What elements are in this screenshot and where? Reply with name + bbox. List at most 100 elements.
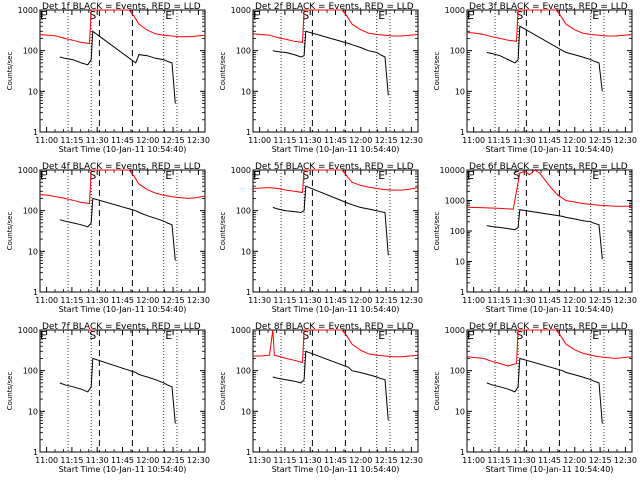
plot-frame	[466, 329, 633, 453]
marker-label: E	[378, 329, 385, 342]
chart-title: Det 6f BLACK = Events, RED = LLD	[469, 162, 628, 172]
series-line-red	[466, 169, 632, 210]
x-tick-label: 12:30	[187, 296, 210, 305]
chart-title: Det 5f BLACK = Events, RED = LLD	[255, 162, 414, 172]
x-tick-label: 11:45	[324, 456, 347, 465]
x-tick-label: 11:15	[60, 456, 83, 465]
x-axis-label: Start Time (10-Jan-11 10:54:40)	[272, 305, 400, 314]
chart-panel-7: Det 7f BLACK = Events, RED = LLD 1 10 100 10…	[6, 322, 210, 474]
x-tick-label: 11:30	[86, 296, 109, 305]
y-tick-label: 10	[241, 247, 251, 256]
series-line-red	[39, 9, 206, 45]
x-tick-label: 12:00	[563, 456, 586, 465]
x-tick-label: 11:30	[299, 136, 322, 145]
x-tick-label: 12:00	[136, 136, 159, 145]
chart-title: Det 7f BLACK = Events, RED = LLD	[42, 322, 201, 332]
x-tick-label: 11:15	[487, 136, 510, 145]
x-tick-label: 12:15	[589, 296, 612, 305]
x-tick-label: 12:15	[375, 296, 398, 305]
x-tick-label: 12:00	[349, 456, 372, 465]
chart-panel-8: Det 8f BLACK = Events, RED = LLD 1 10 100 10…	[219, 322, 423, 474]
x-tick-label: 11:30	[248, 456, 271, 465]
y-tick-label: 1	[460, 448, 465, 457]
series-line-black	[486, 209, 603, 260]
marker-label: E	[165, 9, 172, 22]
y-tick-label: 10	[455, 87, 465, 96]
x-axis-label: Start Time (10-Jan-11 10:54:40)	[59, 465, 187, 474]
y-tick-label: 10	[241, 87, 251, 96]
marker-label: S	[516, 9, 523, 22]
series-line-black	[272, 30, 389, 96]
y-axis-label: Counts/sec	[433, 372, 441, 411]
y-tick-label: 1000	[18, 166, 38, 175]
marker-label: E	[467, 9, 474, 22]
x-tick-label: 11:30	[248, 296, 271, 305]
x-tick-label: 11:15	[273, 456, 296, 465]
marker-label: S	[302, 329, 309, 342]
marker-label: E	[592, 169, 599, 182]
marker-label: S	[302, 169, 309, 182]
x-tick-label: 11:30	[513, 136, 536, 145]
y-tick-label: 1000	[231, 166, 251, 175]
series-line-red	[466, 9, 633, 42]
y-tick-label: 100	[236, 207, 251, 216]
y-tick-label: 1	[33, 288, 38, 297]
y-tick-label: 10	[28, 407, 38, 416]
chart-panel-3: Det 3f BLACK = Events, RED = LLD 1 10 100 10…	[433, 2, 637, 154]
x-tick-label: 12:30	[400, 456, 423, 465]
x-tick-label: 11:45	[111, 456, 134, 465]
y-tick-label: 1	[246, 448, 251, 457]
y-tick-label: 1000	[231, 326, 251, 335]
y-tick-label: 10	[455, 258, 465, 267]
x-tick-label: 12:30	[187, 136, 210, 145]
marker-label: S	[513, 169, 520, 182]
marker-label: S	[89, 169, 96, 182]
chart-title: Det 2f BLACK = Events, RED = LLD	[255, 2, 414, 12]
y-tick-label: 1	[246, 128, 251, 137]
x-tick-label: 12:00	[563, 136, 586, 145]
y-tick-label: 10	[28, 247, 38, 256]
y-tick-label: 1	[460, 288, 465, 297]
marker-label: E	[253, 9, 260, 22]
y-tick-label: 1	[33, 128, 38, 137]
y-axis-label: Counts/sec	[6, 372, 14, 411]
marker-label: E	[378, 169, 385, 182]
chart-title: Det 4f BLACK = Events, RED = LLD	[42, 162, 201, 172]
y-tick-label: 100	[23, 367, 38, 376]
x-tick-label: 12:00	[349, 296, 372, 305]
y-tick-label: 100	[23, 207, 38, 216]
x-tick-label: 12:30	[400, 136, 423, 145]
x-tick-label: 11:15	[487, 296, 510, 305]
y-axis-label: Counts/sec	[433, 52, 441, 91]
x-tick-label: 11:00	[35, 456, 58, 465]
x-tick-label: 12:15	[375, 456, 398, 465]
chart-panel-9: Det 9f BLACK = Events, RED = LLD 1 10 100 10…	[433, 322, 637, 474]
x-tick-label: 11:45	[324, 136, 347, 145]
x-axis-label: Start Time (10-Jan-11 10:54:40)	[272, 145, 400, 154]
y-axis-label: Counts/sec	[6, 212, 14, 251]
x-tick-label: 11:30	[299, 296, 322, 305]
x-tick-label: 11:30	[299, 456, 322, 465]
marker-label: E	[40, 9, 47, 22]
series-line-black	[59, 197, 176, 261]
series-line-red	[253, 329, 419, 364]
y-tick-label: 10	[28, 87, 38, 96]
y-axis-label: Counts/sec	[219, 212, 227, 251]
marker-label: E	[592, 329, 599, 342]
x-tick-label: 12:15	[162, 296, 185, 305]
x-tick-label: 12:15	[162, 456, 185, 465]
y-tick-label: 100	[23, 47, 38, 56]
x-tick-label: 11:45	[538, 296, 561, 305]
series-line-black	[272, 350, 389, 421]
chart-panel-1: Det 1f BLACK = Events, RED = LLD 1 10 100 10…	[6, 2, 210, 154]
marker-label: E	[165, 329, 172, 342]
marker-label: S	[89, 9, 96, 22]
x-tick-label: 11:00	[35, 296, 58, 305]
x-tick-label: 12:00	[349, 136, 372, 145]
y-tick-label: 100	[236, 47, 251, 56]
marker-label: E	[253, 169, 260, 182]
plot-frame	[466, 9, 633, 133]
y-tick-label: 1	[246, 288, 251, 297]
chart-title: Det 8f BLACK = Events, RED = LLD	[255, 322, 414, 332]
